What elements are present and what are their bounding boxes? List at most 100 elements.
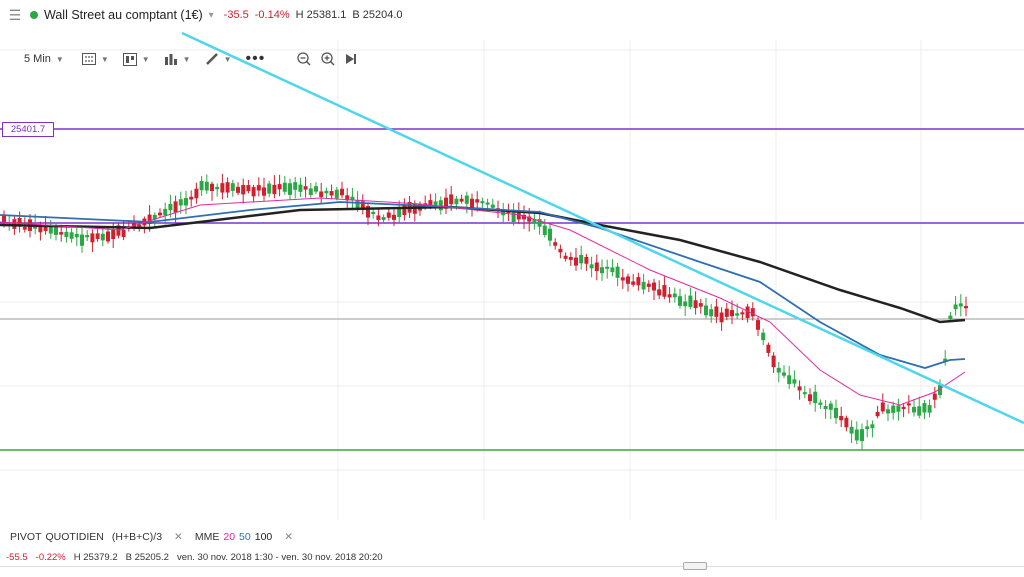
candle [85, 235, 90, 238]
candle [574, 257, 578, 266]
candle [43, 225, 48, 231]
pivot-formula[interactable]: (H+B+C)/3 [111, 531, 163, 543]
header-high: H 25381.1 [295, 9, 347, 21]
interval-label: 5 Min [24, 53, 51, 65]
candle [631, 281, 636, 285]
candle [906, 403, 911, 406]
candle [100, 233, 105, 241]
candle [215, 186, 220, 190]
remove-pivot-icon[interactable]: ✕ [174, 531, 183, 543]
candle [761, 332, 766, 341]
mme-period-50[interactable]: 50 [239, 531, 251, 543]
candle [444, 197, 448, 209]
candle [823, 405, 828, 410]
candle [59, 232, 64, 235]
template-icon[interactable]: ▼ [122, 52, 150, 66]
candle [386, 212, 391, 218]
grid-icon[interactable]: ▼ [81, 53, 109, 65]
candle [459, 198, 464, 202]
candle [282, 182, 287, 192]
candle [667, 294, 672, 298]
pivot-type[interactable]: QUOTIDIEN [45, 531, 104, 543]
trend-line [181, 31, 1024, 425]
candle [74, 233, 79, 238]
price-level-tag[interactable]: 25401.7 [2, 122, 54, 137]
candle [782, 372, 786, 376]
candle [189, 196, 194, 200]
candle [80, 234, 84, 246]
chevron-down-icon[interactable]: ▾ [208, 9, 214, 21]
candle [797, 386, 802, 391]
candle [376, 215, 381, 221]
candle [709, 309, 714, 317]
instrument-header: ☰ Wall Street au comptant (1€) ▾ -35.5 -… [0, 0, 1024, 30]
candle [662, 285, 667, 297]
candle [849, 426, 854, 434]
candle [620, 277, 625, 281]
bar-chart-icon[interactable]: ▼ [164, 53, 191, 65]
zoom-in-icon[interactable] [321, 52, 335, 66]
candle [958, 303, 963, 307]
candle [584, 256, 589, 264]
candle [168, 203, 173, 211]
mme-period-20[interactable]: 20 [223, 531, 236, 543]
candle [844, 417, 849, 428]
footer-change-pct: -0.22% [35, 552, 66, 563]
candle [293, 182, 298, 190]
candle [454, 198, 459, 205]
candle [464, 195, 469, 204]
pivot-label[interactable]: PIVOT [10, 531, 42, 543]
candle [48, 226, 53, 234]
candle [766, 344, 771, 353]
candle [771, 355, 776, 368]
interval-selector[interactable]: 5 Min ▼ [24, 53, 64, 65]
header-low: B 25204.0 [352, 9, 403, 21]
candle [594, 262, 599, 272]
candle [678, 296, 682, 306]
candle [137, 224, 142, 227]
candle [194, 188, 199, 199]
candle [121, 229, 126, 237]
candle [875, 411, 880, 417]
candle [147, 214, 152, 224]
mme-period-100[interactable]: 100 [254, 531, 273, 543]
zoom-out-icon[interactable] [297, 52, 311, 66]
scroll-to-end-icon[interactable] [345, 53, 357, 65]
candle [704, 305, 708, 316]
instrument-title[interactable]: Wall Street au comptant (1€) [44, 8, 203, 22]
hamburger-icon[interactable]: ☰ [8, 6, 22, 23]
candle [932, 393, 937, 400]
resize-handle[interactable] [683, 562, 707, 570]
candle [600, 267, 604, 274]
candle [308, 188, 313, 195]
candle [381, 217, 386, 220]
candle [802, 392, 807, 395]
candle [54, 226, 58, 235]
candle [896, 405, 901, 412]
mme-label[interactable]: MME [194, 531, 220, 543]
header-change-pct: -0.14% [254, 9, 290, 21]
grid [0, 40, 1024, 520]
candle [735, 313, 740, 316]
draw-pencil-icon[interactable]: ▼ [205, 52, 232, 66]
candle [345, 195, 350, 201]
candle [927, 405, 932, 413]
candle [886, 409, 890, 414]
candle [938, 385, 942, 396]
candle [256, 185, 261, 191]
candle [241, 184, 246, 195]
candle [272, 184, 277, 195]
candle [828, 403, 833, 410]
candle [267, 183, 272, 194]
candle [901, 406, 906, 410]
candle [745, 306, 750, 319]
candles [2, 173, 968, 451]
more-icon[interactable]: ••• [245, 50, 266, 67]
candle [792, 379, 797, 384]
candle [776, 367, 781, 373]
remove-mme-icon[interactable]: ✕ [284, 531, 294, 543]
header-change: -35.5 [223, 9, 249, 21]
candle [184, 198, 188, 206]
candle [964, 306, 968, 309]
